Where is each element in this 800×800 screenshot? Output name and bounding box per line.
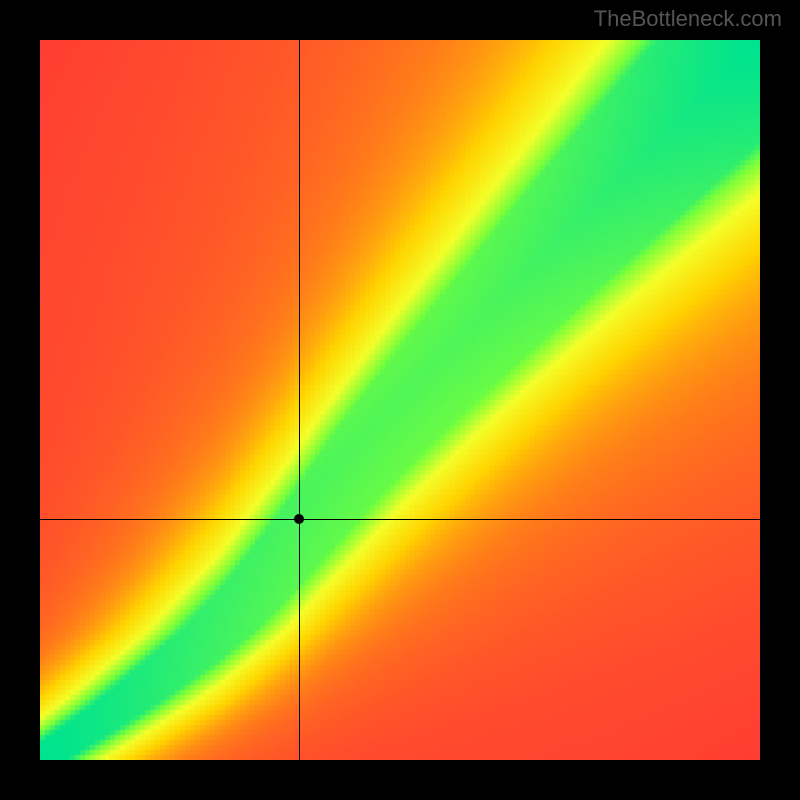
watermark-text: TheBottleneck.com xyxy=(594,6,782,32)
crosshair-horizontal-line xyxy=(40,519,760,520)
figure-container: TheBottleneck.com xyxy=(0,0,800,800)
heatmap-canvas xyxy=(40,40,760,760)
crosshair-marker-dot xyxy=(294,514,304,524)
heatmap-plot-area xyxy=(40,40,760,760)
crosshair-vertical-line xyxy=(299,40,300,760)
